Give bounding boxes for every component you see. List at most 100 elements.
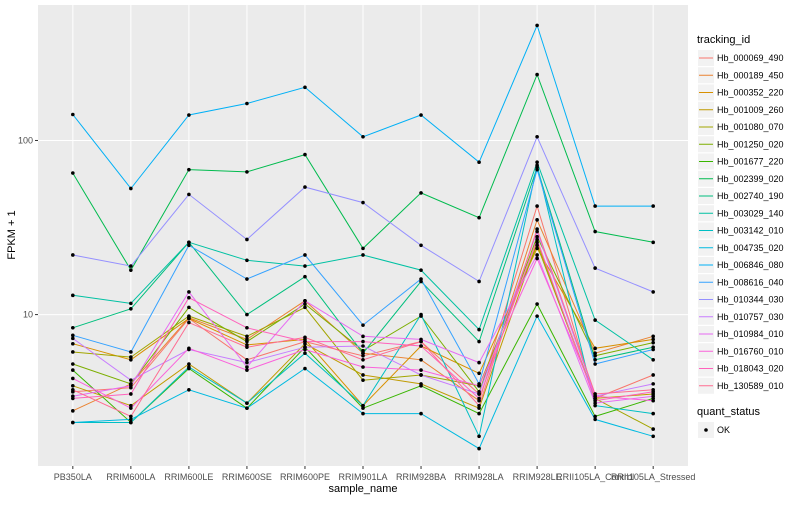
data-point bbox=[535, 314, 539, 318]
legend-label: Hb_002399_020 bbox=[717, 174, 784, 184]
data-point bbox=[303, 339, 307, 344]
data-point bbox=[245, 170, 249, 174]
data-point bbox=[71, 333, 75, 338]
data-point bbox=[303, 351, 307, 356]
data-point bbox=[361, 344, 365, 348]
data-point bbox=[187, 192, 191, 197]
data-point bbox=[361, 365, 365, 369]
data-point bbox=[303, 335, 307, 340]
data-point bbox=[535, 160, 539, 165]
data-point bbox=[593, 362, 597, 366]
data-point bbox=[245, 406, 249, 410]
data-point bbox=[477, 160, 481, 165]
x-tick-label: RRIM600LE bbox=[164, 472, 213, 482]
data-point bbox=[535, 246, 539, 251]
x-tick-label: RRIM928LA bbox=[455, 472, 504, 482]
data-point bbox=[129, 420, 133, 425]
data-point bbox=[71, 253, 75, 257]
data-point bbox=[593, 346, 597, 351]
data-point bbox=[651, 373, 655, 377]
data-point bbox=[593, 266, 597, 270]
legend-label: Hb_004735_020 bbox=[717, 243, 784, 253]
data-point bbox=[361, 339, 365, 344]
data-point bbox=[535, 240, 539, 245]
data-point bbox=[651, 337, 655, 342]
data-point bbox=[361, 246, 365, 251]
legend-label: Hb_000069_490 bbox=[717, 53, 784, 63]
data-point bbox=[129, 306, 133, 311]
data-point bbox=[593, 229, 597, 234]
data-point bbox=[477, 446, 481, 451]
data-point bbox=[651, 394, 655, 398]
data-point bbox=[361, 323, 365, 327]
data-point bbox=[245, 345, 249, 349]
data-point bbox=[303, 302, 307, 306]
data-point bbox=[71, 376, 75, 381]
data-point bbox=[187, 113, 191, 117]
data-point bbox=[303, 274, 307, 279]
data-point bbox=[651, 387, 655, 392]
data-point bbox=[361, 406, 365, 410]
data-point bbox=[303, 347, 307, 352]
data-point bbox=[71, 383, 75, 388]
data-point bbox=[71, 396, 75, 401]
data-point bbox=[187, 387, 191, 392]
legend-label: Hb_001250_020 bbox=[717, 139, 784, 149]
legend-label: Hb_006846_080 bbox=[717, 260, 784, 270]
data-point bbox=[593, 351, 597, 356]
data-point bbox=[187, 290, 191, 294]
data-point bbox=[187, 167, 191, 172]
data-point bbox=[477, 215, 481, 220]
data-point bbox=[245, 258, 249, 263]
data-point bbox=[477, 383, 481, 388]
data-point bbox=[303, 253, 307, 257]
data-point bbox=[187, 240, 191, 245]
data-point bbox=[477, 411, 481, 416]
data-point bbox=[593, 392, 597, 396]
x-axis-title: sample_name bbox=[328, 483, 397, 495]
data-point bbox=[651, 204, 655, 208]
data-point bbox=[129, 414, 133, 419]
data-point bbox=[187, 320, 191, 325]
data-point bbox=[535, 167, 539, 172]
data-point bbox=[187, 243, 191, 248]
data-point bbox=[303, 299, 307, 303]
x-tick-label: RRIM600SE bbox=[222, 472, 272, 482]
data-point bbox=[187, 305, 191, 310]
data-point bbox=[593, 318, 597, 322]
data-point bbox=[129, 186, 133, 191]
data-point bbox=[361, 357, 365, 362]
data-point bbox=[419, 357, 423, 362]
data-point bbox=[129, 383, 133, 388]
x-tick-label: RRIM600LA bbox=[106, 472, 155, 482]
data-point bbox=[477, 360, 481, 365]
data-point bbox=[535, 134, 539, 139]
data-point bbox=[245, 325, 249, 330]
data-point bbox=[477, 371, 481, 376]
data-point bbox=[361, 348, 365, 353]
data-point bbox=[651, 290, 655, 294]
data-point bbox=[71, 336, 75, 341]
legend-label: Hb_016760_010 bbox=[717, 346, 784, 356]
data-point bbox=[477, 339, 481, 344]
data-point bbox=[129, 392, 133, 396]
data-point bbox=[303, 305, 307, 310]
legend-label: Hb_018043_020 bbox=[717, 364, 784, 374]
data-point bbox=[651, 357, 655, 362]
legend-label: Hb_001677_220 bbox=[717, 157, 784, 167]
data-point bbox=[71, 171, 75, 175]
data-point bbox=[71, 420, 75, 425]
legend-label: Hb_008616_040 bbox=[717, 277, 784, 287]
data-point bbox=[245, 101, 249, 106]
data-point bbox=[71, 368, 75, 372]
data-point bbox=[593, 204, 597, 208]
data-point bbox=[651, 427, 655, 431]
data-point bbox=[245, 357, 249, 362]
data-point bbox=[535, 234, 539, 239]
data-point bbox=[71, 409, 75, 413]
data-point bbox=[129, 417, 133, 422]
legend-label: Hb_000352_220 bbox=[717, 88, 784, 98]
data-point bbox=[419, 344, 423, 348]
data-point bbox=[129, 355, 133, 359]
data-point bbox=[187, 362, 191, 366]
